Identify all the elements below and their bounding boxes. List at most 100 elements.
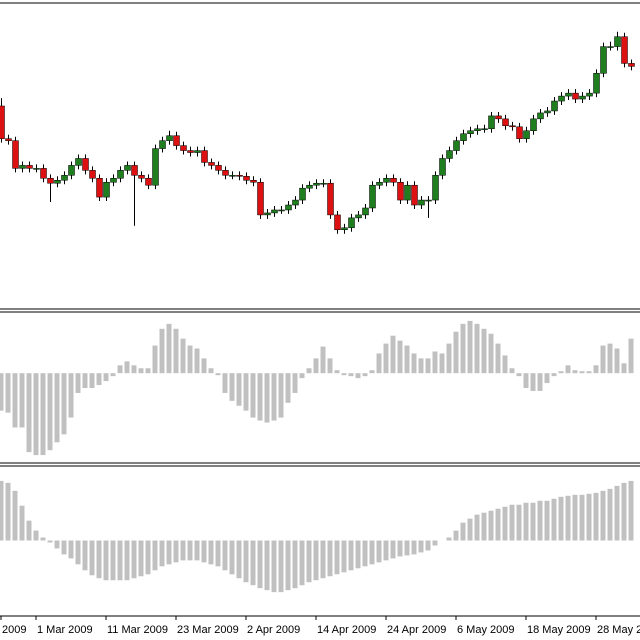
candle-body bbox=[558, 95, 565, 102]
histogram-bar bbox=[243, 373, 249, 411]
histogram-bar bbox=[404, 345, 410, 374]
histogram-bar bbox=[278, 540, 284, 593]
histogram-bar bbox=[208, 540, 214, 565]
candle-body bbox=[481, 128, 488, 131]
candle-body bbox=[159, 140, 166, 149]
histogram-bar bbox=[61, 540, 67, 555]
histogram-bar bbox=[201, 358, 207, 374]
candle-body bbox=[432, 175, 439, 201]
x-tick-label: 1 Mar 2009 bbox=[37, 624, 93, 636]
candle-body bbox=[593, 73, 600, 94]
histogram-bar bbox=[607, 343, 613, 374]
histogram-bar bbox=[516, 373, 522, 377]
candle-body bbox=[12, 140, 19, 169]
histogram-bar bbox=[432, 351, 438, 374]
histogram-bar bbox=[19, 373, 25, 428]
histogram-bar bbox=[467, 320, 473, 374]
candle-body bbox=[341, 227, 348, 231]
candle-body bbox=[110, 178, 117, 183]
histogram-bar bbox=[12, 490, 18, 541]
candle-body bbox=[257, 181, 264, 216]
histogram-bar bbox=[229, 373, 235, 401]
candle-body bbox=[215, 165, 222, 171]
histogram-bar bbox=[565, 365, 571, 374]
histogram-bar bbox=[390, 335, 396, 374]
candle-body bbox=[243, 176, 250, 181]
histogram-bar bbox=[26, 520, 32, 541]
histogram-bar bbox=[292, 373, 298, 393]
candle-body bbox=[530, 118, 537, 132]
candle-body bbox=[467, 130, 474, 134]
histogram-bar bbox=[481, 328, 487, 374]
histogram-bar bbox=[446, 537, 452, 541]
candle-body bbox=[376, 181, 383, 186]
candle-body bbox=[516, 126, 523, 139]
histogram-bar bbox=[537, 373, 543, 391]
histogram-bar bbox=[502, 506, 508, 541]
histogram-bar bbox=[544, 373, 550, 384]
histogram-bar bbox=[299, 540, 305, 586]
histogram-bar bbox=[607, 488, 613, 541]
candle-body bbox=[446, 150, 453, 159]
histogram-bar bbox=[362, 540, 368, 567]
candle-body bbox=[488, 115, 495, 130]
candle-body bbox=[285, 204, 292, 211]
candle-body bbox=[152, 148, 159, 186]
histogram-bar bbox=[593, 492, 599, 541]
histogram-bar bbox=[166, 540, 172, 565]
candle-body bbox=[453, 140, 460, 151]
x-tick-label: 11 Mar 2009 bbox=[107, 624, 168, 636]
histogram-bar bbox=[222, 373, 228, 393]
histogram-bar bbox=[460, 323, 466, 374]
histogram-bar bbox=[621, 482, 627, 541]
histogram-bar bbox=[131, 540, 137, 579]
histogram-bar bbox=[390, 540, 396, 559]
histogram-bar bbox=[96, 540, 102, 579]
histogram-bar bbox=[89, 540, 95, 576]
histogram-bar bbox=[495, 343, 501, 374]
x-tick-label: 2 Apr 2009 bbox=[247, 624, 300, 636]
candle-body bbox=[75, 158, 82, 166]
candle-body bbox=[103, 181, 110, 198]
histogram-bar bbox=[614, 348, 620, 374]
candle-body bbox=[33, 168, 40, 170]
histogram-bar bbox=[75, 540, 81, 565]
candle-body bbox=[313, 182, 320, 186]
histogram-bar bbox=[138, 368, 144, 374]
histogram-bar bbox=[397, 540, 403, 557]
histogram-bar bbox=[628, 338, 634, 374]
histogram-bar bbox=[201, 540, 207, 563]
candle-body bbox=[537, 112, 544, 120]
histogram-bar bbox=[236, 373, 242, 406]
histogram-bar bbox=[369, 540, 375, 565]
histogram-bar bbox=[551, 498, 557, 541]
histogram-bar bbox=[306, 540, 312, 583]
histogram-bar bbox=[334, 370, 340, 374]
x-tick-label: 23 Mar 2009 bbox=[177, 624, 239, 636]
histogram-bar bbox=[523, 502, 529, 541]
candle-body bbox=[544, 110, 551, 114]
candle-body bbox=[201, 150, 208, 163]
histogram-bar bbox=[565, 495, 571, 541]
candle-body bbox=[47, 178, 54, 184]
histogram-bar bbox=[264, 540, 270, 591]
candle-body bbox=[82, 158, 89, 171]
histogram-bar bbox=[460, 522, 466, 541]
candle-body bbox=[383, 178, 390, 183]
candle-body bbox=[355, 214, 362, 219]
candle-body bbox=[26, 165, 33, 169]
histogram-bar bbox=[166, 323, 172, 374]
histogram-bar bbox=[250, 540, 256, 586]
histogram-bar bbox=[208, 368, 214, 374]
histogram-bar bbox=[341, 540, 347, 573]
histogram-bar bbox=[341, 373, 347, 376]
histogram-bar bbox=[96, 373, 102, 386]
histogram-bar bbox=[40, 373, 46, 456]
histogram-bar bbox=[348, 373, 354, 377]
candle-body bbox=[0, 105, 5, 139]
candle-body bbox=[523, 130, 530, 139]
histogram-bar bbox=[5, 482, 11, 541]
histogram-bar bbox=[509, 368, 515, 374]
histogram-bar bbox=[418, 358, 424, 374]
